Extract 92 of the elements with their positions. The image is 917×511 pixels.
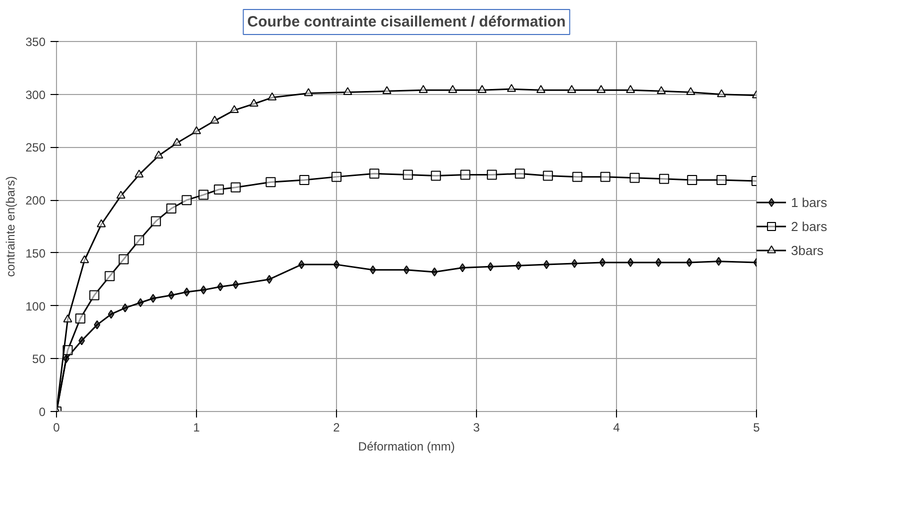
point <box>448 85 458 93</box>
x-tick-label: 5 <box>753 420 760 434</box>
point <box>134 170 144 178</box>
point <box>431 267 438 276</box>
point <box>487 262 494 272</box>
point <box>515 261 522 270</box>
x-tick-label: 0 <box>53 420 60 434</box>
point <box>268 92 277 100</box>
point <box>626 85 635 93</box>
point <box>717 89 726 98</box>
point <box>716 174 726 185</box>
point <box>63 314 72 322</box>
x-tick-label: 2 <box>333 420 340 434</box>
point <box>478 85 487 93</box>
y-tick-label: 150 <box>25 246 46 260</box>
point <box>542 170 553 181</box>
point <box>687 174 698 185</box>
point <box>514 168 525 179</box>
point <box>571 259 578 268</box>
point <box>230 182 241 192</box>
y-tick-label: 100 <box>25 299 46 314</box>
x-tick-label: 4 <box>613 420 620 434</box>
point <box>304 88 313 96</box>
point <box>403 265 410 274</box>
point <box>230 105 239 114</box>
point <box>486 170 497 180</box>
point <box>600 172 610 182</box>
point <box>333 260 340 270</box>
y-tick-label: 350 <box>25 35 46 49</box>
point <box>343 87 352 96</box>
legend-label: 1 bars <box>791 194 828 210</box>
point <box>266 177 276 188</box>
point <box>75 313 86 324</box>
point <box>172 138 182 146</box>
point <box>382 86 392 94</box>
point <box>686 87 696 96</box>
point <box>627 258 634 267</box>
point <box>150 216 161 226</box>
point <box>122 303 128 312</box>
point <box>96 219 106 228</box>
point <box>166 204 176 214</box>
point <box>370 265 376 274</box>
x-axis-title: Déformation (mm) <box>358 440 455 454</box>
point <box>369 168 380 179</box>
point <box>210 116 220 124</box>
point <box>89 290 100 300</box>
point <box>94 320 100 330</box>
point <box>150 294 156 303</box>
point <box>108 310 114 319</box>
point <box>192 126 201 134</box>
point <box>543 260 550 270</box>
point <box>656 86 666 94</box>
point <box>430 170 441 181</box>
x-tick-label: 1 <box>193 420 200 434</box>
point <box>198 190 208 200</box>
point <box>182 195 192 206</box>
point <box>596 85 606 93</box>
point <box>536 85 546 93</box>
point <box>332 172 342 182</box>
point <box>507 84 516 92</box>
point <box>104 271 115 282</box>
legend-label: 2 bars <box>791 218 828 234</box>
point <box>572 172 582 182</box>
point <box>418 85 428 93</box>
point <box>137 298 144 308</box>
y-tick-label: 0 <box>38 405 46 419</box>
y-tick-label: 50 <box>32 352 46 366</box>
point <box>154 150 164 158</box>
y-tick-label: 200 <box>25 194 46 208</box>
point <box>655 258 662 267</box>
point <box>567 85 576 93</box>
point <box>134 235 144 246</box>
point <box>214 184 224 194</box>
legend-label: 3bars <box>791 242 824 258</box>
point <box>599 258 606 267</box>
point <box>402 170 413 180</box>
point <box>80 255 89 264</box>
chart-title: Courbe contrainte cisaillement / déformation <box>247 14 566 30</box>
point <box>630 172 640 183</box>
y-tick-label: 250 <box>25 140 46 155</box>
point <box>459 263 466 272</box>
point <box>249 98 258 107</box>
x-tick-label: 3 <box>473 420 480 434</box>
point <box>299 174 310 185</box>
y-axis-title: contrainte en(bars) <box>3 176 18 277</box>
point <box>298 260 305 270</box>
point <box>116 190 126 199</box>
point <box>460 170 470 180</box>
point <box>659 174 670 184</box>
y-tick-label: 300 <box>25 88 46 102</box>
point <box>200 285 207 294</box>
point <box>118 254 129 264</box>
